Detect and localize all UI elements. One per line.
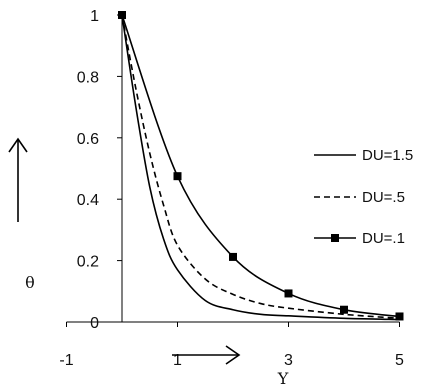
series-line: [121, 14, 400, 320]
legend-item: DU=1.5: [314, 147, 413, 164]
x-tick-label: 3: [284, 352, 293, 369]
legend-label: DU=.5: [362, 189, 405, 206]
y-tick-label: 0.6: [77, 131, 99, 148]
series-3: [118, 11, 404, 321]
data-point: [395, 312, 404, 321]
data-point: [229, 252, 237, 261]
series-layer: [118, 11, 404, 321]
series-2: [121, 14, 400, 320]
y-tick-label: 0.4: [77, 192, 99, 209]
data-point: [173, 172, 182, 181]
x-tick-label: 1: [173, 352, 182, 369]
series-line: [121, 14, 400, 321]
legend-marker: [331, 234, 339, 242]
x-direction-arrow-icon: [172, 345, 241, 365]
legend-label: DU=.1: [362, 230, 405, 247]
x-tick-label: 5: [395, 352, 404, 369]
data-point: [118, 11, 126, 19]
series-line: [121, 14, 400, 318]
y-axis-label: θ: [25, 273, 35, 292]
series-1: [121, 14, 400, 321]
data-point: [284, 289, 293, 298]
legend-item: DU=.1: [314, 230, 405, 247]
y-tick-label: 0: [90, 315, 99, 332]
y-tick-label: 1: [90, 8, 99, 25]
legend-label: DU=1.5: [362, 147, 413, 164]
y-tick-label: 0.8: [77, 69, 99, 86]
x-tick-label: -1: [59, 352, 73, 369]
data-point: [340, 305, 348, 314]
y-tick-label: 0.2: [77, 254, 99, 271]
y-direction-arrow-icon: [8, 137, 28, 222]
x-ticks: -1 1 3 5: [59, 322, 404, 369]
legend: DU=1.5 DU=.5 DU=.1: [314, 147, 413, 247]
y-ticks: 0 0.2 0.4 0.6 0.8 1: [77, 8, 122, 332]
x-axis-label: Y: [277, 369, 289, 388]
legend-item: DU=.5: [314, 189, 405, 206]
axes: [66, 15, 400, 323]
